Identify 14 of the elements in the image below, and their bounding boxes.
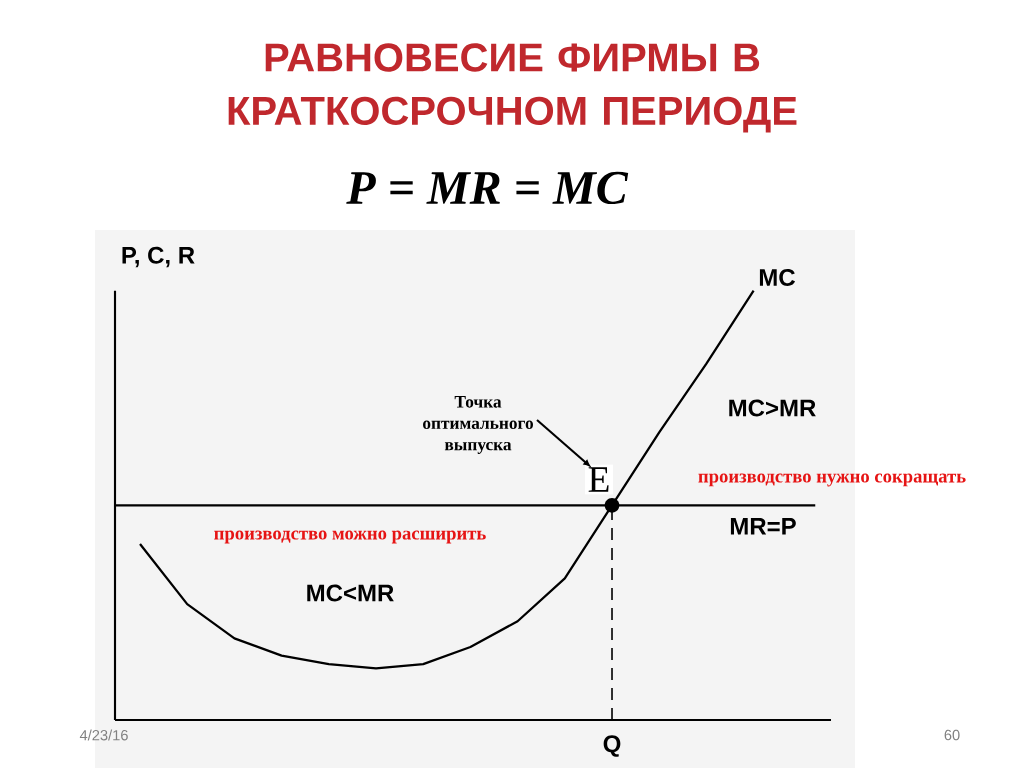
series-label: MC xyxy=(759,268,795,286)
annotation: производство можно расширить xyxy=(214,530,486,544)
ref-line-label: MR=P xyxy=(730,518,796,535)
annotation: MC<MR xyxy=(307,584,394,602)
annotation: MC>MR xyxy=(729,399,816,417)
text: Q xyxy=(603,735,621,757)
annotation: E xyxy=(588,467,609,492)
y-axis-title: P, C, R xyxy=(122,246,195,268)
text: 60 xyxy=(944,729,960,741)
text: 4/23/16 xyxy=(79,729,128,741)
annotation: производство нужно сокращать xyxy=(698,473,966,487)
chart-title: РАВНОВЕСИЕ ФИРМЫ В КРАТКОСРОЧНОМ ПЕРИОДЕ xyxy=(228,43,797,133)
annotation: Точка оптимального выпуска xyxy=(423,396,534,454)
chart-subtitle: P = MR = MC xyxy=(346,171,629,205)
